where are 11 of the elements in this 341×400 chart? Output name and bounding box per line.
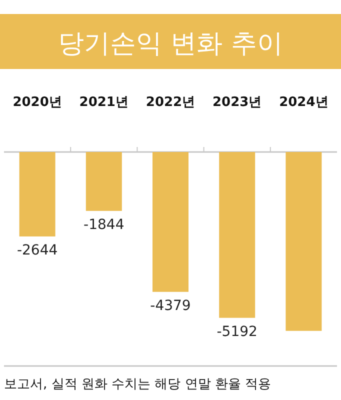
x-tick-label: 2021년	[79, 95, 128, 110]
x-tick-label: 2020년	[12, 95, 62, 110]
x-tick-label: 2023년	[212, 95, 262, 110]
text: 보고서, 실적 원화 수치는 해당 연말 환율 적용	[4, 377, 272, 392]
data-label: -4379	[150, 298, 191, 314]
data-label: -2644	[16, 242, 58, 258]
data-label: -5192	[216, 324, 258, 340]
data-label: -1844	[84, 216, 124, 233]
title: 당기손익 변화 추이	[58, 29, 283, 59]
x-tick-label: 2022년	[146, 95, 196, 110]
x-tick-label: 2024년	[279, 95, 328, 110]
